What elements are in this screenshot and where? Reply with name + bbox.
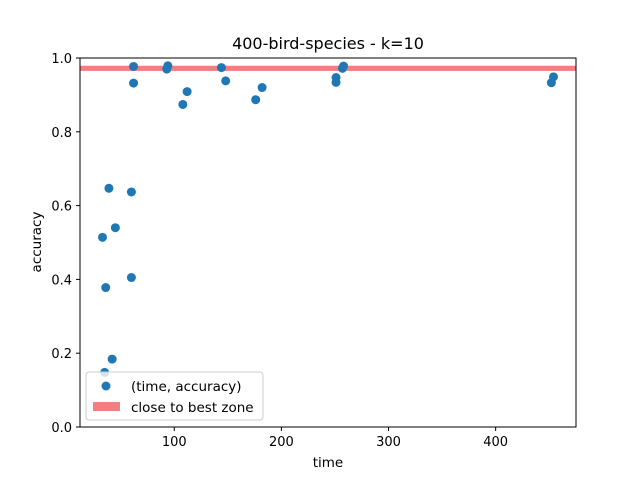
data-point bbox=[107, 354, 117, 364]
data-point bbox=[182, 87, 192, 97]
data-point bbox=[104, 183, 114, 193]
x-axis-ticks: 100 200 300 400 bbox=[162, 427, 508, 450]
y-axis-ticks: 0.0 0.2 0.4 0.6 0.8 1.0 bbox=[51, 52, 80, 436]
y-tick-label: 0.2 bbox=[51, 347, 72, 362]
data-point bbox=[126, 273, 136, 283]
data-point bbox=[126, 187, 136, 197]
best-zone-band bbox=[80, 65, 576, 71]
data-point bbox=[339, 61, 349, 71]
legend-box bbox=[85, 371, 264, 421]
data-point bbox=[129, 61, 139, 71]
x-tick-label: 200 bbox=[269, 435, 294, 450]
data-point bbox=[129, 78, 139, 88]
legend-zone-label: close to best zone bbox=[131, 400, 254, 416]
y-axis-label: accuracy bbox=[29, 212, 45, 273]
data-point bbox=[251, 95, 261, 105]
data-point bbox=[549, 72, 559, 82]
y-tick-label: 0.4 bbox=[51, 273, 72, 288]
data-point bbox=[331, 77, 341, 87]
x-tick-label: 400 bbox=[483, 435, 508, 450]
data-points bbox=[97, 61, 559, 377]
data-point bbox=[101, 283, 111, 293]
data-point bbox=[178, 99, 188, 109]
data-point bbox=[221, 76, 231, 86]
y-tick-label: 0.6 bbox=[51, 200, 72, 215]
legend-zone-swatch bbox=[93, 402, 120, 411]
data-point bbox=[110, 223, 120, 233]
y-tick-label: 1.0 bbox=[51, 52, 72, 67]
best-zone-layer bbox=[80, 65, 576, 71]
x-axis-label: time bbox=[313, 455, 344, 471]
x-tick-label: 300 bbox=[376, 435, 401, 450]
data-point bbox=[97, 232, 107, 242]
y-tick-label: 0.0 bbox=[51, 421, 72, 436]
x-tick-label: 100 bbox=[162, 435, 187, 450]
data-point bbox=[216, 63, 226, 73]
data-point bbox=[163, 61, 173, 71]
data-point bbox=[257, 83, 267, 93]
legend: (time, accuracy) close to best zone bbox=[85, 371, 264, 421]
legend-series-label: (time, accuracy) bbox=[131, 379, 242, 395]
plot-frame bbox=[79, 57, 577, 428]
y-tick-label: 0.8 bbox=[51, 126, 72, 141]
legend-point-marker bbox=[101, 381, 111, 391]
chart-title: 400-bird-species - k=10 bbox=[232, 34, 424, 53]
